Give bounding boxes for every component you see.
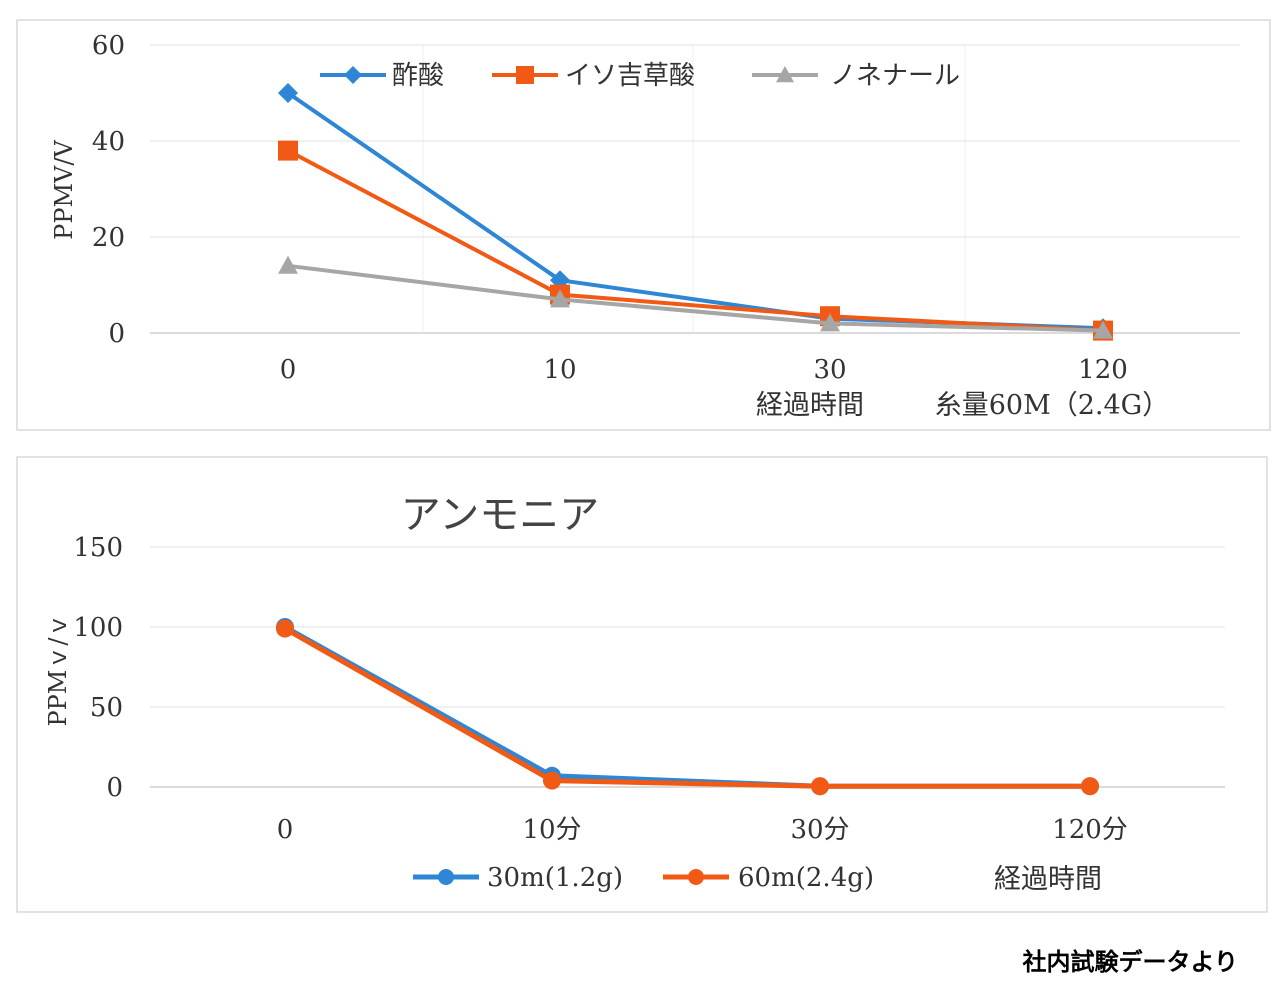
chart1-legend-label: イソ吉草酸 bbox=[565, 61, 695, 91]
chart1-y-tick: 40 bbox=[92, 127, 125, 157]
chart2-y-axis-label: PPMｖ/ｖ bbox=[44, 614, 72, 727]
chart1-series-line bbox=[287, 148, 1104, 333]
chart2-data-point bbox=[276, 619, 294, 638]
chart1-legend-marker bbox=[344, 66, 362, 84]
chart2-series-line bbox=[283, 626, 1090, 789]
chart2-legend-marker bbox=[438, 869, 454, 885]
chart1-series-line bbox=[287, 263, 1104, 333]
chart2-legend-label: 60m(2.4g) bbox=[738, 863, 874, 893]
chart2-x-tick: 120分 bbox=[1052, 815, 1128, 845]
chart1-x-tick: 10 bbox=[543, 355, 576, 385]
chart2-data-point bbox=[811, 777, 829, 796]
chart1-note: 糸量60M（2.4G） bbox=[935, 390, 1170, 421]
chart2-x-tick: 10分 bbox=[522, 815, 581, 845]
chart2-y-tick: 0 bbox=[106, 773, 123, 803]
chart1-y-tick: 20 bbox=[92, 223, 125, 253]
chart2-data-point bbox=[1081, 777, 1099, 796]
chart2-x-tick: 30分 bbox=[790, 815, 849, 845]
chart1-data-point bbox=[278, 255, 298, 274]
chart2-legend-label: 30m(1.2g) bbox=[487, 863, 623, 893]
chart2-frame bbox=[16, 456, 1268, 913]
chart1-data-point bbox=[550, 289, 570, 308]
chart1-frame bbox=[16, 19, 1271, 431]
chart1-data-point bbox=[820, 313, 840, 332]
chart2-y-tick: 100 bbox=[73, 613, 123, 643]
chart1-legend-marker bbox=[516, 66, 534, 84]
chart1-data-point bbox=[278, 83, 298, 103]
chart1-series-line bbox=[286, 91, 1104, 331]
chart1-legend-label: 酢酸 bbox=[392, 61, 444, 91]
chart1-legend-label: ノネナール bbox=[830, 61, 960, 91]
chart1-y-axis-label: PPMV/V bbox=[50, 140, 78, 240]
chart1-legend-marker bbox=[776, 66, 794, 83]
chart2-legend-marker bbox=[688, 869, 704, 885]
source-note: 社内試験データより bbox=[1022, 948, 1238, 976]
chart1-data-point bbox=[278, 140, 298, 161]
chart1-x-axis-label: 経過時間 bbox=[756, 390, 864, 421]
chart1-y-tick: 60 bbox=[92, 31, 125, 61]
chart2-y-tick: 150 bbox=[73, 533, 123, 563]
chart1-data-point bbox=[1093, 320, 1113, 339]
chart2-y-tick: 50 bbox=[90, 693, 123, 723]
chart2-x-axis-label: 経過時間 bbox=[994, 864, 1102, 895]
chart2-x-tick: 0 bbox=[277, 815, 294, 845]
chart1-y-tick: 0 bbox=[108, 319, 125, 349]
chart1-x-tick: 120 bbox=[1078, 355, 1128, 385]
chart2-data-point bbox=[543, 771, 561, 790]
chart1-x-tick: 30 bbox=[813, 355, 846, 385]
chart1-x-tick: 0 bbox=[280, 355, 297, 385]
chart2-title: アンモニア bbox=[401, 492, 599, 538]
